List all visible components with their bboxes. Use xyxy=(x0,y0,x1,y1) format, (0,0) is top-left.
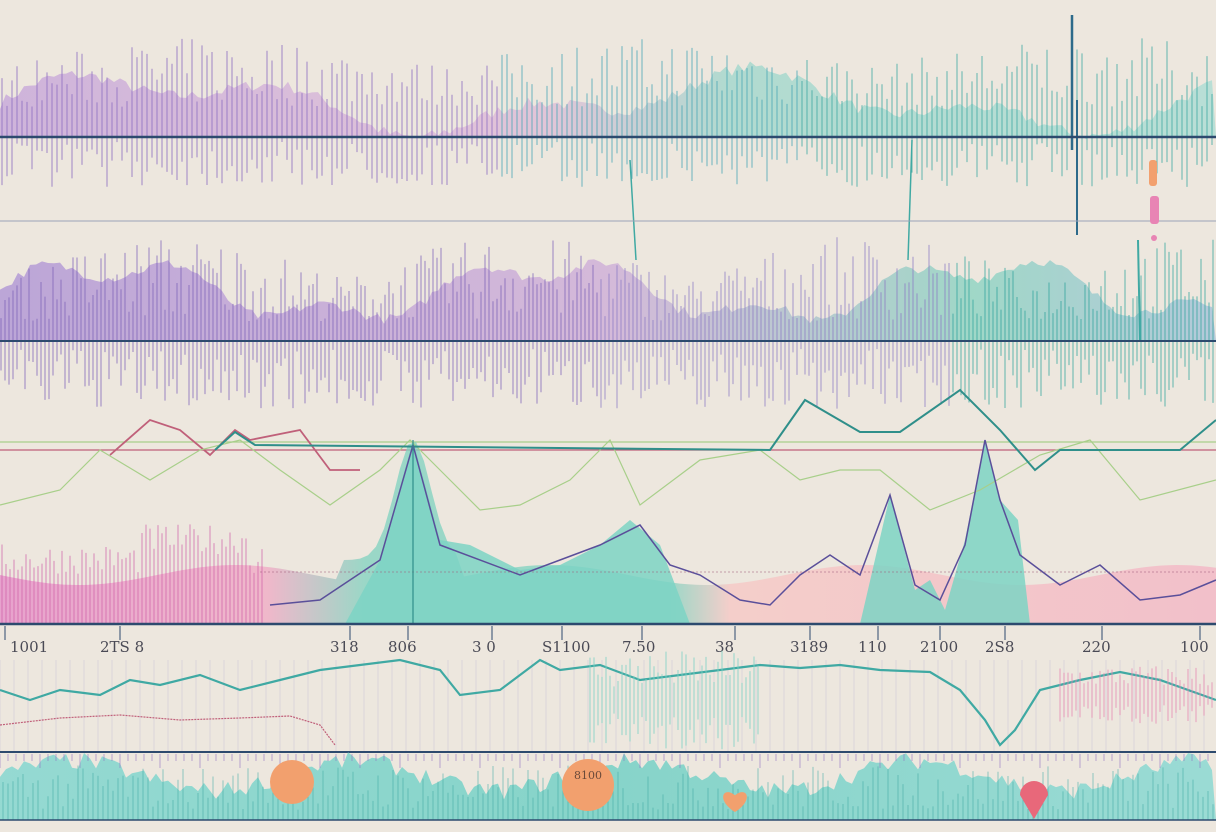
marker-label: 8100 xyxy=(574,769,602,782)
tick-label: 2S8 xyxy=(985,638,1014,656)
middle-envelope xyxy=(0,259,1216,341)
exclamation-icon xyxy=(1149,160,1159,241)
tick-label: 220 xyxy=(1082,638,1111,656)
tick-label: 110 xyxy=(858,638,887,656)
teal-peak xyxy=(345,440,690,624)
top-waveform xyxy=(0,15,1216,261)
tick-label: 318 xyxy=(330,638,359,656)
markers: 8100 xyxy=(270,759,1048,819)
marker xyxy=(270,760,314,804)
middle-waveform xyxy=(0,237,1216,409)
marker xyxy=(1020,781,1048,819)
tick-label: 3189 xyxy=(790,638,828,656)
tick-label: 2100 xyxy=(920,638,958,656)
area-waveform xyxy=(0,388,1216,624)
tick-label: 38 xyxy=(715,638,734,656)
tick-label: S1100 xyxy=(542,638,590,656)
tick-label: 806 xyxy=(388,638,417,656)
tick-label: 3 0 xyxy=(472,638,496,656)
lower-line-waveform xyxy=(0,650,1216,752)
tick-label: 2TS 8 xyxy=(100,638,144,656)
axis-tick-labels: 1001 2TS 8 318 806 3 0 S1100 7.50 38 3189 110 2100… xyxy=(4,626,1209,656)
tick-label: 1001 xyxy=(10,638,48,656)
area-fill xyxy=(0,441,1216,624)
marker xyxy=(723,792,747,812)
tick-label: 100 xyxy=(1180,638,1209,656)
marker: 8100 xyxy=(562,759,614,811)
tick-label: 7.50 xyxy=(622,638,655,656)
